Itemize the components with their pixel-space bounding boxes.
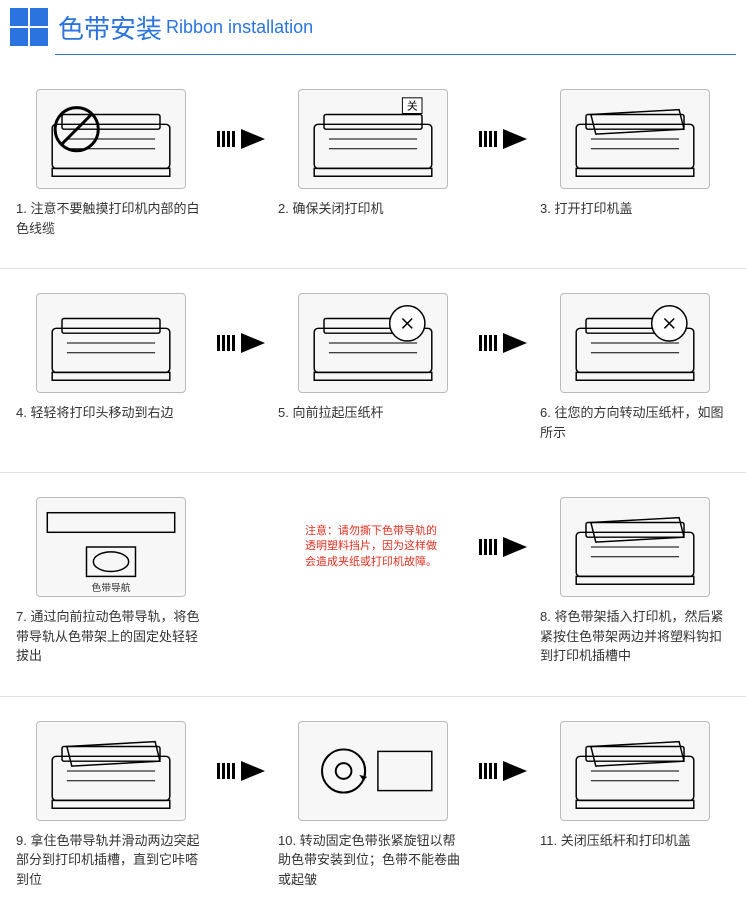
header-title-sub: Ribbon installation (166, 17, 313, 38)
step-caption: 1. 注意不要触摸打印机内部的白色线缆 (16, 199, 206, 238)
arrow-icon (212, 721, 272, 821)
instruction-step: 4. 轻轻将打印头移动到右边 (10, 293, 212, 423)
warning-text: 注意：请勿撕下色带导轨的透明塑料挡片，因为这样做会造成夹纸或打印机故障。 (303, 518, 443, 576)
step-caption: 3. 打开打印机盖 (540, 199, 730, 219)
section-header: 色带安装 Ribbon installation (0, 0, 746, 54)
step-caption: 9. 拿住色带导轨并滑动两边突起部分到打印机插槽，直到它咔嗒到位 (16, 831, 206, 890)
instruction-step: 9. 拿住色带导轨并滑动两边突起部分到打印机插槽，直到它咔嗒到位 (10, 721, 212, 890)
step-caption: 11. 关闭压纸杆和打印机盖 (540, 831, 730, 851)
step-illustration (36, 293, 186, 393)
header-title-main: 色带安装 (58, 9, 162, 46)
header-grid-icon (10, 8, 48, 46)
instruction-row: 色带导航 7. 通过向前拉动色带导轨，将色带导轨从色带架上的固定处轻轻拔出 注意：… (0, 472, 746, 676)
instruction-row: 9. 拿住色带导轨并滑动两边突起部分到打印机插槽，直到它咔嗒到位 10. 转动固… (0, 696, 746, 900)
warning-step: 注意：请勿撕下色带导轨的透明塑料挡片，因为这样做会造成夹纸或打印机故障。 (272, 497, 474, 597)
arrow-icon (474, 721, 534, 821)
step-illustration (36, 721, 186, 821)
instruction-step: 6. 往您的方向转动压纸杆，如图所示 (534, 293, 736, 442)
instruction-rows: 1. 注意不要触摸打印机内部的白色线缆 关 2. 确保关闭打印机 3. 打开打印… (0, 55, 746, 909)
step-illustration (36, 89, 186, 189)
instruction-step: 8. 将色带架插入打印机，然后紧紧按住色带架两边并将塑料钩扣到打印机插槽中 (534, 497, 736, 666)
arrow-icon (212, 497, 272, 597)
instruction-row: 1. 注意不要触摸打印机内部的白色线缆 关 2. 确保关闭打印机 3. 打开打印… (0, 65, 746, 248)
step-caption: 10. 转动固定色带张紧旋钮以帮助色带安装到位；色带不能卷曲或起皱 (278, 831, 468, 890)
step-illustration: 关 (298, 89, 448, 189)
step-illustration (560, 721, 710, 821)
step-caption: 5. 向前拉起压纸杆 (278, 403, 468, 423)
arrow-icon (212, 293, 272, 393)
step-illustration (560, 497, 710, 597)
instruction-step: 11. 关闭压纸杆和打印机盖 (534, 721, 736, 851)
step-caption: 2. 确保关闭打印机 (278, 199, 468, 219)
arrow-icon (474, 497, 534, 597)
arrow-icon (212, 89, 272, 189)
instruction-step: 关 2. 确保关闭打印机 (272, 89, 474, 219)
svg-text:色带导航: 色带导航 (91, 581, 130, 594)
instruction-step: 色带导航 7. 通过向前拉动色带导轨，将色带导轨从色带架上的固定处轻轻拔出 (10, 497, 212, 666)
step-caption: 7. 通过向前拉动色带导轨，将色带导轨从色带架上的固定处轻轻拔出 (16, 607, 206, 666)
arrow-icon (474, 89, 534, 189)
step-illustration (560, 89, 710, 189)
step-caption: 4. 轻轻将打印头移动到右边 (16, 403, 206, 423)
instruction-step: 10. 转动固定色带张紧旋钮以帮助色带安装到位；色带不能卷曲或起皱 (272, 721, 474, 890)
instruction-row: 4. 轻轻将打印头移动到右边 5. 向前拉起压纸杆 6. 往您的方向转动压纸杆，… (0, 268, 746, 452)
step-illustration (298, 721, 448, 821)
svg-text:关: 关 (407, 100, 418, 113)
step-caption: 8. 将色带架插入打印机，然后紧紧按住色带架两边并将塑料钩扣到打印机插槽中 (540, 607, 730, 666)
step-illustration: 色带导航 (36, 497, 186, 597)
step-caption: 6. 往您的方向转动压纸杆，如图所示 (540, 403, 730, 442)
arrow-icon (474, 293, 534, 393)
instruction-step: 1. 注意不要触摸打印机内部的白色线缆 (10, 89, 212, 238)
step-illustration (560, 293, 710, 393)
instruction-step: 3. 打开打印机盖 (534, 89, 736, 219)
step-illustration (298, 293, 448, 393)
instruction-step: 5. 向前拉起压纸杆 (272, 293, 474, 423)
